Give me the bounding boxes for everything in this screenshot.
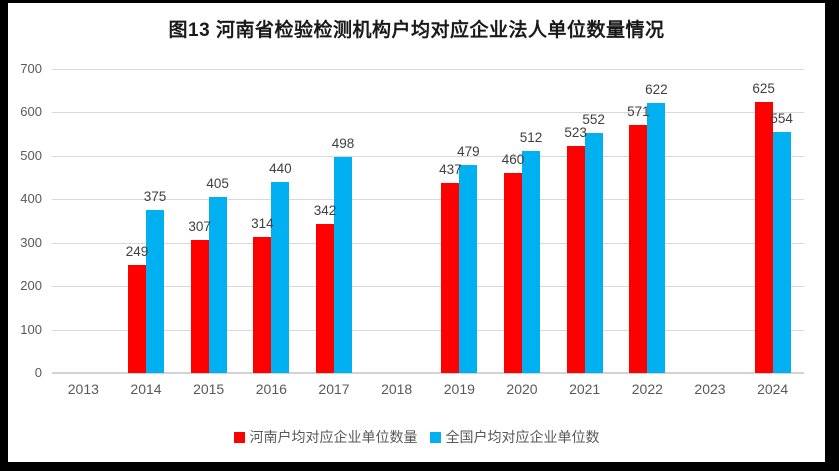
x-axis-line [52,372,804,374]
gridline-300 [52,242,804,244]
y-axis-tick-label-500: 500 [20,147,42,163]
value-label-series1-2016: 440 [269,160,292,176]
bar-series1-2021 [584,133,603,373]
value-label-series1-2024: 554 [770,111,793,127]
value-label-series0-2019: 437 [439,162,462,178]
bar-series0-2019 [441,183,460,373]
gridline-700 [52,69,804,70]
bar-series0-2016 [253,236,272,373]
value-label-series0-2016: 314 [251,215,274,231]
bar-series0-2015 [190,239,209,373]
y-axis-tick-label-300: 300 [20,234,42,250]
chart-title: 图13 河南省检验检测机构户均对应企业法人单位数量情况 [168,20,665,41]
value-label-series1-2019: 479 [457,143,480,159]
bar-series0-2017 [316,224,334,373]
value-label-series1-2021: 552 [582,112,605,128]
bar-series1-2015 [208,197,227,373]
value-label-series1-2014: 375 [143,189,167,205]
x-axis-tick-label-2022: 2022 [631,381,663,397]
x-axis-tick-label-2017: 2017 [318,381,350,397]
chart-legend: 河南户均对应企业单位数量 全国户均对应企业单位数 [8,427,825,447]
x-axis-tick-label-2016: 2016 [255,381,287,397]
y-axis-tick-label-200: 200 [20,278,42,294]
x-axis-tick-label-2021: 2021 [569,381,601,397]
legend-swatch-icon-series1 [429,431,441,443]
legend-swatch-icon-series0 [233,431,245,443]
x-axis-tick-label-2019: 2019 [443,381,475,397]
bar-series0-2022 [629,125,648,373]
gridline-600 [52,112,804,114]
value-label-series1-2015: 405 [206,176,229,192]
value-label-series0-2014: 249 [125,243,149,259]
bar-series0-2021 [566,145,585,373]
bar-series1-2022 [647,102,666,373]
y-axis-tick-label-700: 700 [20,61,42,76]
x-axis-tick-label-2013: 2013 [67,381,99,397]
value-label-series1-2017: 498 [331,135,355,151]
x-axis-tick-label-2018: 2018 [381,381,413,397]
gridline-500 [52,155,804,157]
y-axis-tick-label-100: 100 [20,321,42,337]
value-label-series0-2021: 523 [564,124,587,140]
gridline-100 [52,329,804,331]
value-label-series0-2017: 342 [313,203,337,219]
value-label-series0-2024: 625 [752,80,775,96]
value-label-series0-2020: 460 [501,152,525,168]
bar-series1-2017 [334,156,352,373]
value-label-series0-2022: 571 [627,104,650,120]
y-axis-tick-label-600: 600 [20,104,42,120]
legend-item-series0: 河南户均对应企业单位数量 [233,427,418,447]
bar-series1-2019 [459,164,478,373]
bar-series1-2020 [522,150,540,373]
x-axis-tick-label-2014: 2014 [130,381,162,397]
value-label-series1-2022: 622 [645,81,668,97]
y-axis-tick-label-0: 0 [34,365,42,380]
x-axis-tick-label-2015: 2015 [193,381,225,397]
bar-series1-2024 [772,132,791,373]
bar-series0-2024 [754,101,773,373]
legend-label-series1: 全国户均对应企业单位数 [445,429,600,445]
bar-series0-2020 [504,173,522,373]
y-axis-tick-label-400: 400 [20,191,42,207]
gridline-400 [52,199,804,201]
bar-series1-2016 [271,181,290,373]
value-label-series0-2015: 307 [188,218,211,234]
x-axis-tick-label-2020: 2020 [506,381,538,397]
x-axis-tick-label-2023: 2023 [694,381,726,397]
plot-area: 0 100 200 300 400 500 600 700 2013 2014 249 375 2015… [20,61,804,397]
bar-series1-2014 [146,210,164,373]
bar-series0-2014 [128,264,146,373]
x-axis-tick-label-2024: 2024 [757,381,789,397]
legend-item-series1: 全国户均对应企业单位数 [429,427,600,447]
chart-canvas: 图13 河南省检验检测机构户均对应企业法人单位数量情况 0 100 200 300 40… [8,3,825,462]
gridline-200 [52,286,804,288]
legend-label-series0: 河南户均对应企业单位数量 [249,429,418,445]
value-label-series1-2020: 512 [519,129,543,145]
